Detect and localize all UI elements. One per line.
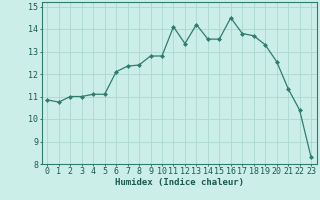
X-axis label: Humidex (Indice chaleur): Humidex (Indice chaleur) — [115, 178, 244, 187]
